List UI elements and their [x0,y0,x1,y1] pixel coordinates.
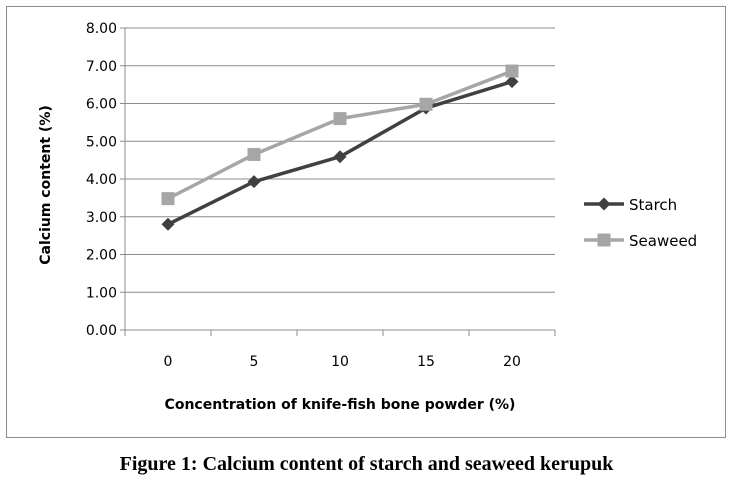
x-tick-label: 10 [331,354,349,370]
legend-label: Starch [629,196,677,214]
y-tick-label: 3.00 [86,210,117,226]
data-point [333,150,347,164]
x-tick-label: 20 [503,354,521,370]
y-axis-title: Calcium content (%) [38,105,54,264]
y-tick-label: 8.00 [86,21,117,37]
data-point [161,217,175,231]
legend-label: Seaweed [629,232,697,250]
y-tick-label: 7.00 [86,59,117,75]
data-point [247,175,261,189]
x-tick-label: 5 [250,354,259,370]
legend-marker [597,233,611,247]
x-axis-title: Concentration of knife-fish bone powder … [165,397,516,413]
y-tick-label: 2.00 [86,248,117,264]
data-point [505,64,519,78]
legend-item-seaweed: Seaweed [584,232,697,250]
legend: Starch Seaweed [584,196,697,250]
data-point [161,192,175,206]
y-tick-label: 6.00 [86,97,117,113]
gridlines [125,27,555,293]
legend-marker [597,197,611,211]
x-tick-label: 15 [417,354,435,370]
y-tick-label: 4.00 [86,172,117,188]
y-tick-label: 1.00 [86,285,117,301]
legend-item-starch: Starch [584,196,677,214]
data-point [419,97,433,111]
y-tick-label: 0.00 [86,323,117,339]
calcium-line-chart: 0.00 1.00 2.00 3.00 4.00 5.00 6.00 7.00 8.00 0 5 1… [38,21,697,413]
x-tick-labels: 0 5 10 15 20 [164,354,521,370]
data-point [505,75,519,89]
axes [120,27,556,336]
data-point [333,112,347,126]
y-tick-label: 5.00 [86,134,117,150]
figure-caption: Figure 1: Calcium content of starch and … [119,453,614,475]
series-lines [161,64,519,231]
chart-frame [6,6,726,438]
series-starch [161,75,519,231]
series-seaweed [161,64,519,206]
data-point [247,147,261,161]
y-tick-labels: 0.00 1.00 2.00 3.00 4.00 5.00 6.00 7.00 8.00 [86,21,117,339]
x-tick-label: 0 [164,354,173,370]
